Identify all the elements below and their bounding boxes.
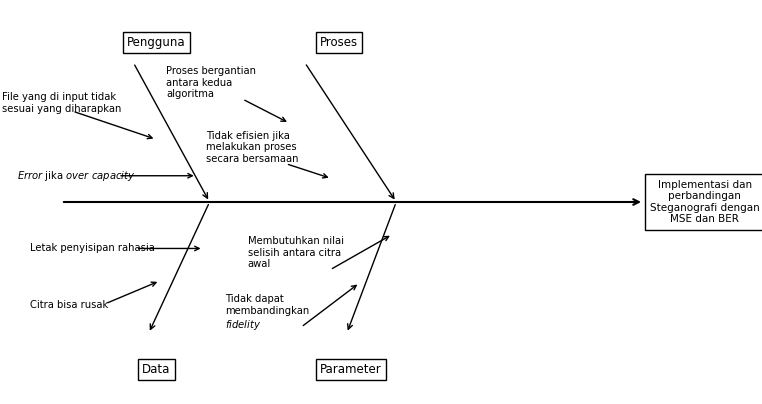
Text: File yang di input tidak
sesuai yang diharapkan: File yang di input tidak sesuai yang dih… <box>2 92 121 114</box>
Text: $\it{Error}$ jika $\it{over\ capacity}$: $\it{Error}$ jika $\it{over\ capacity}$ <box>17 169 135 183</box>
Text: Membutuhkan nilai
selisih antara citra
awal: Membutuhkan nilai selisih antara citra a… <box>248 236 344 269</box>
Text: Tidak dapat
membandingkan
$\it{fidelity}$: Tidak dapat membandingkan $\it{fidelity}… <box>225 294 309 332</box>
Text: Letak penyisipan rahasia: Letak penyisipan rahasia <box>30 244 155 253</box>
Text: Tidak efisien jika
melakukan proses
secara bersamaan: Tidak efisien jika melakukan proses seca… <box>206 131 298 164</box>
Text: Parameter: Parameter <box>319 363 382 376</box>
Text: Proses: Proses <box>320 36 358 49</box>
Text: Data: Data <box>142 363 171 376</box>
Text: Proses bergantian
antara kedua
algoritma: Proses bergantian antara kedua algoritma <box>166 66 256 99</box>
Text: Pengguna: Pengguna <box>127 36 185 49</box>
Text: Implementasi dan
perbandingan
Steganografi dengan
MSE dan BER: Implementasi dan perbandingan Steganogra… <box>650 180 760 224</box>
Text: Citra bisa rusak: Citra bisa rusak <box>30 300 109 310</box>
